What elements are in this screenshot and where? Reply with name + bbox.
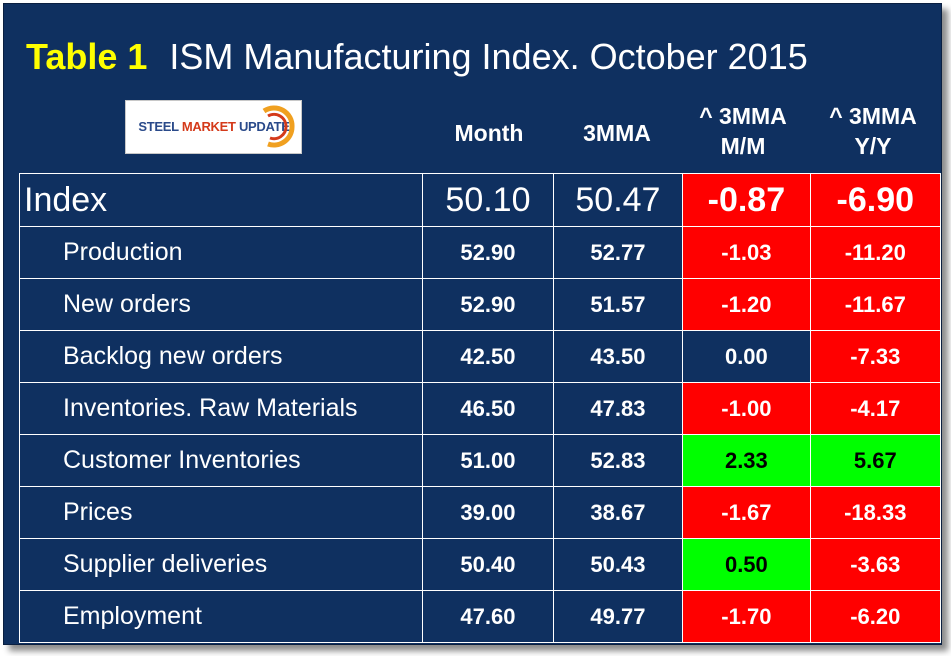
row-month: 51.00 (422, 434, 554, 487)
row-month: 47.60 (422, 590, 554, 643)
row-3mma: 51.57 (552, 278, 684, 331)
row-3mma: 49.77 (552, 590, 684, 643)
table-row: Supplier deliveries 50.40 50.43 0.50 -3.… (18, 538, 942, 591)
table-number: Table 1 (26, 36, 148, 77)
table-row: Prices 39.00 38.67 -1.67 -18.33 (18, 486, 942, 539)
row-yy-change: -6.90 (809, 173, 942, 227)
row-month: 50.10 (422, 173, 554, 227)
row-month: 52.90 (422, 278, 554, 331)
row-mm-change: -1.20 (682, 278, 811, 331)
row-name: New orders (18, 278, 424, 331)
header-yy-line1: ^ 3MMA (829, 103, 917, 129)
row-mm-change: -1.70 (682, 590, 811, 643)
row-mm-change: -1.03 (682, 226, 811, 279)
row-month: 52.90 (422, 226, 554, 279)
row-yy-change: -7.33 (809, 330, 942, 383)
table-row: Inventories. Raw Materials 46.50 47.83 -… (18, 382, 942, 435)
table-frame: Table 1 ISM Manufacturing Index. October … (3, 3, 942, 645)
logo-text-steel: STEEL (138, 119, 182, 134)
row-name: Inventories. Raw Materials (18, 382, 424, 435)
row-3mma: 50.47 (552, 173, 684, 227)
row-yy-change: -11.67 (809, 278, 942, 331)
row-3mma: 52.77 (552, 226, 684, 279)
row-3mma: 50.43 (552, 538, 684, 591)
table-row: Customer Inventories 51.00 52.83 2.33 5.… (18, 434, 942, 487)
row-3mma: 52.83 (552, 434, 684, 487)
row-yy-change: -11.20 (809, 226, 942, 279)
row-mm-change: 0.00 (682, 330, 811, 383)
row-name: Prices (18, 486, 424, 539)
table-title: Table 1 ISM Manufacturing Index. October … (26, 37, 808, 77)
row-mm-change: -1.00 (682, 382, 811, 435)
row-name: Backlog new orders (18, 330, 424, 383)
row-month: 50.40 (422, 538, 554, 591)
row-mm-change: -1.67 (682, 486, 811, 539)
row-yy-change: -3.63 (809, 538, 942, 591)
table-row: Backlog new orders 42.50 43.50 0.00 -7.3… (18, 330, 942, 383)
logo-text-market: MARKET (181, 119, 236, 134)
row-month: 46.50 (422, 382, 554, 435)
row-mm-change: 0.50 (682, 538, 811, 591)
table-row: Employment 47.60 49.77 -1.70 -6.20 (18, 590, 942, 643)
steel-market-update-logo: STEEL MARKET UPDATE (125, 100, 302, 154)
row-3mma: 38.67 (552, 486, 684, 539)
row-yy-change: -4.17 (809, 382, 942, 435)
header-month: Month (454, 120, 524, 146)
row-mm-change: 2.33 (682, 434, 811, 487)
row-yy-change: -18.33 (809, 486, 942, 539)
header-mm-line2: M/M (720, 133, 766, 159)
row-3mma: 43.50 (552, 330, 684, 383)
logo-text: STEEL MARKET UPDATE (128, 119, 300, 134)
table-title-text: ISM Manufacturing Index. October 2015 (169, 36, 808, 77)
row-month: 42.50 (422, 330, 554, 383)
row-yy-change: 5.67 (809, 434, 942, 487)
logo-swoosh-icon (262, 105, 295, 148)
header-mm-line1: ^ 3MMA (699, 103, 787, 129)
table-row: New orders 52.90 51.57 -1.20 -11.67 (18, 278, 942, 331)
row-name: Employment (18, 590, 424, 643)
row-name: Customer Inventories (18, 434, 424, 487)
row-name: Production (18, 226, 424, 279)
header-mm: ^ 3MMA M/M (680, 101, 806, 161)
row-name: Index (18, 173, 424, 227)
header-yy-line2: Y/Y (854, 133, 892, 159)
data-table: Index 50.10 50.47 -0.87 -6.90 Production… (18, 173, 942, 643)
row-name: Supplier deliveries (18, 538, 424, 591)
logo-text-update: UPDATE (235, 119, 290, 134)
table-row: Index 50.10 50.47 -0.87 -6.90 (18, 173, 942, 227)
header-3mma: 3MMA (583, 120, 651, 146)
row-3mma: 47.83 (552, 382, 684, 435)
row-month: 39.00 (422, 486, 554, 539)
row-mm-change: -0.87 (682, 173, 811, 227)
header-yy: ^ 3MMA Y/Y (810, 101, 936, 161)
row-yy-change: -6.20 (809, 590, 942, 643)
table-row: Production 52.90 52.77 -1.03 -11.20 (18, 226, 942, 279)
